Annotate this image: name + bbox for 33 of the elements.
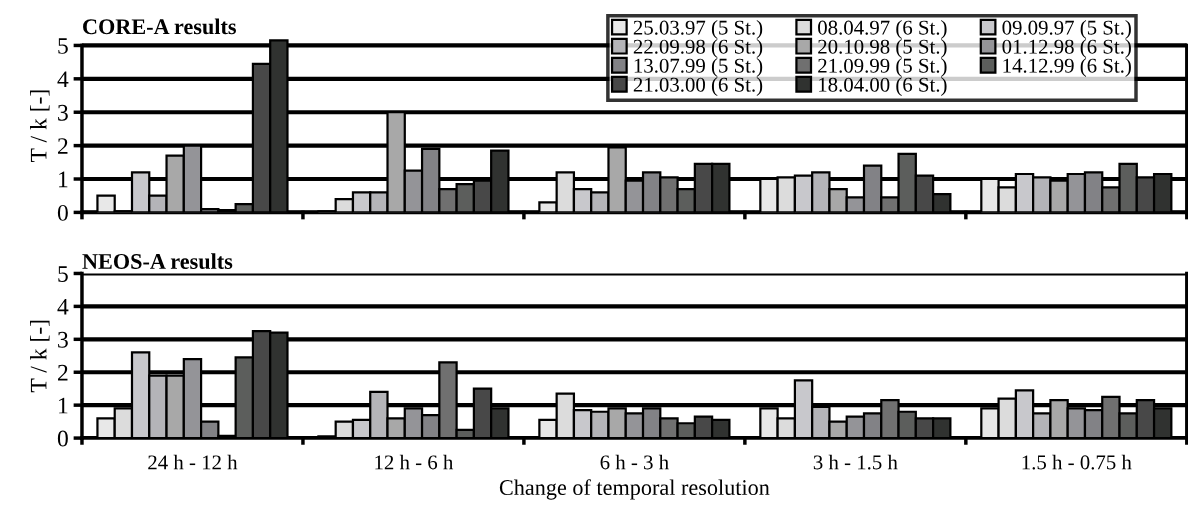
x-tick-label: 6 h - 3 h bbox=[600, 454, 669, 470]
legend-label: 20.10.98 (5 St.) bbox=[818, 39, 947, 58]
legend-label: 08.04.97 (6 St.) bbox=[818, 20, 947, 39]
x-tick-label: 1.5 h - 0.75 h bbox=[1022, 454, 1132, 470]
y-tick-label: 1 bbox=[59, 397, 68, 414]
x-tick-label: 24 h - 12 h bbox=[148, 454, 238, 470]
legend-label: 21.09.99 (5 St.) bbox=[818, 58, 947, 77]
x-tick-label: 12 h - 6 h bbox=[375, 454, 454, 470]
legend-label: 09.09.97 (5 St.) bbox=[1002, 20, 1131, 39]
legend-label: 25.03.97 (5 St.) bbox=[633, 20, 763, 39]
legend-label: 13.07.99 (5 St.) bbox=[634, 58, 763, 77]
y-tick-label: 3 bbox=[58, 331, 68, 348]
y-tick-label: 2 bbox=[58, 364, 68, 381]
y-tick-label: 0 bbox=[57, 430, 68, 447]
y-axis-title: T / k [-] bbox=[30, 90, 50, 162]
x-tick-label: 3 h - 1.5 h bbox=[813, 454, 898, 470]
y-tick-label: 5 bbox=[58, 38, 68, 54]
chart-title: NEOS-A results bbox=[82, 253, 233, 269]
legend-label: 14.12.99 (6 St.) bbox=[1003, 58, 1131, 77]
chart-title: CORE-A results bbox=[83, 18, 236, 35]
legend-label: 18.04.00 (6 St.) bbox=[819, 77, 947, 96]
y-tick-label: 0 bbox=[57, 204, 68, 221]
legend-label: 01.12.98 (6 St.) bbox=[1002, 39, 1131, 58]
x-axis-title: Change of temporal resolution bbox=[499, 479, 770, 500]
y-axis-title: T / k [-] bbox=[30, 320, 50, 393]
y-tick-label: 4 bbox=[57, 71, 69, 88]
y-tick-label: 4 bbox=[57, 299, 69, 315]
y-tick-label: 2 bbox=[58, 138, 68, 154]
legend-label: 22.09.98 (6 St.) bbox=[633, 39, 763, 58]
y-tick-label: 3 bbox=[58, 104, 68, 121]
legend-label: 21.03.00 (6 St.) bbox=[633, 77, 763, 96]
y-tick-label: 1 bbox=[59, 171, 68, 188]
y-tick-label: 5 bbox=[58, 266, 68, 282]
